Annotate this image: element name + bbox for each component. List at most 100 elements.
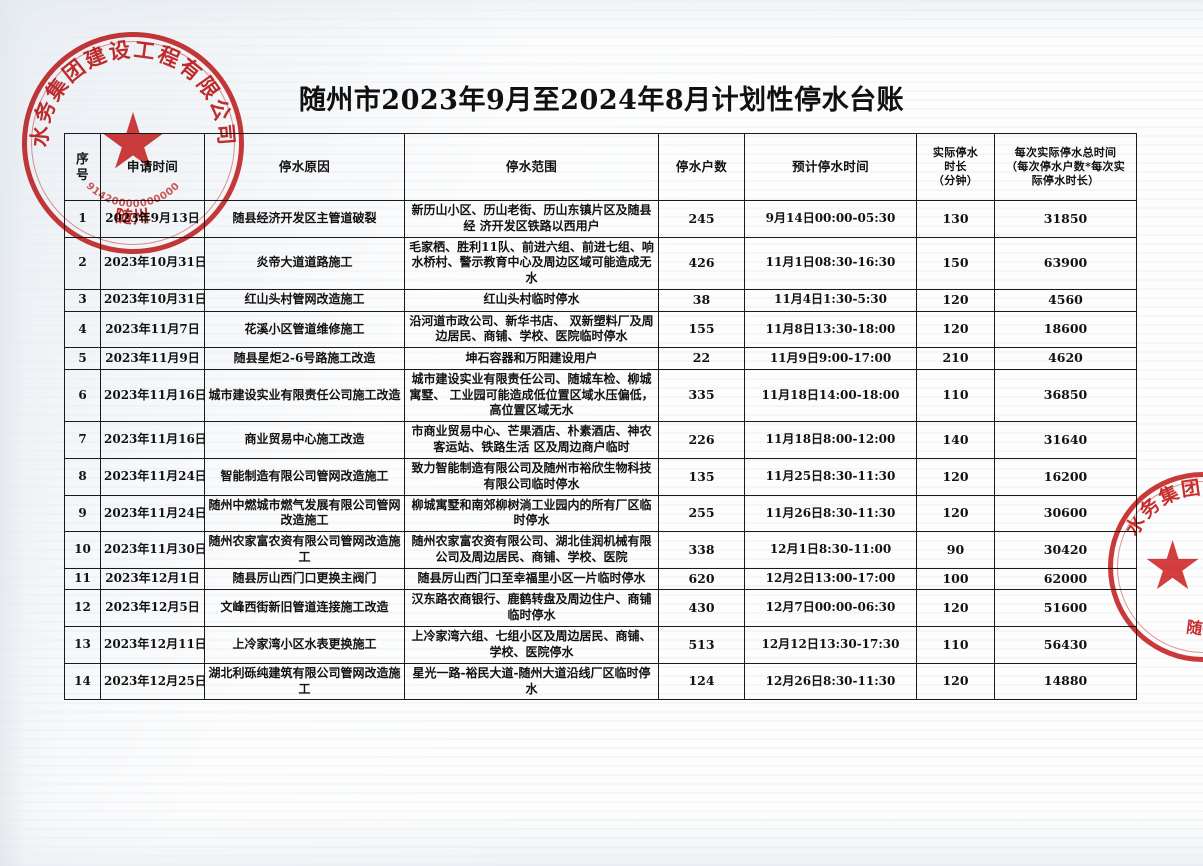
cell-planned-time: 12月12日13:30-17:30: [744, 626, 917, 664]
cell-reason: 上冷家湾小区水表更换施工: [204, 626, 405, 664]
cell-total: 31850: [994, 200, 1137, 238]
cell-index: 9: [64, 494, 101, 533]
cell-apply-time: 2023年11月16日: [100, 368, 207, 423]
cell-total: 51600: [994, 589, 1137, 628]
cell-reason: 花溪小区管道维修施工: [204, 310, 405, 349]
cell-apply-time: 2023年10月31日: [100, 236, 207, 291]
header-households: 停水户数: [658, 133, 745, 201]
header-index-line1: 序: [76, 150, 89, 166]
cell-reason: 智能制造有限公司管网改造施工: [204, 457, 405, 496]
table-body: 1 2023年9月13日 随县经济开发区主管道破裂 新历山小区、历山老街、历山东镇片区…: [64, 200, 1137, 701]
cell-households: 426: [658, 236, 745, 291]
cell-planned-time: 11月18日14:00-18:00: [744, 368, 917, 423]
cell-scope: 随州农家富农资有限公司、湖北佳润机械有限公司及周边居民、商铺、学校、医院: [404, 531, 659, 569]
cell-index: 11: [64, 567, 101, 591]
cell-total: 62000: [994, 567, 1137, 591]
table-row: 10 2023年11月30日 随州农家富农资有限公司管网改造施工 随州农家富农资有限公…: [64, 531, 1137, 569]
cell-duration: 140: [916, 421, 995, 459]
cell-households: 22: [658, 347, 745, 370]
cell-apply-time: 2023年10月31日: [100, 289, 207, 312]
cell-households: 155: [658, 310, 745, 349]
cell-reason: 文峰西街新旧管道连接施工改造: [204, 589, 405, 628]
cell-duration: 120: [916, 310, 995, 349]
cell-duration: 150: [916, 236, 995, 291]
cell-total: 36850: [994, 368, 1137, 423]
cell-index: 1: [64, 200, 101, 238]
cell-index: 4: [64, 310, 101, 349]
cell-planned-time: 12月2日13:00-17:00: [744, 567, 917, 591]
water-outage-ledger-table: 序 号 申请时间 停水原因 停水范围 停水户数 预计停水时间 实际停水 时长 （…: [64, 133, 1137, 701]
cell-apply-time: 2023年11月16日: [100, 421, 207, 459]
cell-duration: 130: [916, 200, 995, 238]
cell-apply-time: 2023年11月24日: [100, 494, 207, 533]
cell-households: 38: [658, 289, 745, 312]
cell-households: 245: [658, 200, 745, 238]
cell-duration: 120: [916, 662, 995, 701]
cell-reason: 红山头村管网改造施工: [204, 289, 405, 312]
cell-planned-time: 11月25日8:30-11:30: [744, 457, 917, 496]
cell-planned-time: 12月1日8:30-11:00: [744, 531, 917, 569]
header-duration: 实际停水 时长 （分钟）: [916, 133, 995, 201]
cell-reason: 商业贸易中心施工改造: [204, 421, 405, 459]
cell-duration: 110: [916, 626, 995, 664]
cell-apply-time: 2023年11月24日: [100, 457, 207, 496]
cell-total: 56430: [994, 626, 1137, 664]
cell-households: 338: [658, 531, 745, 569]
cell-duration: 120: [916, 457, 995, 496]
cell-planned-time: 11月18日8:00-12:00: [744, 421, 917, 459]
cell-reason: 随县厉山西门口更换主阀门: [204, 567, 405, 591]
cell-index: 5: [64, 347, 101, 370]
table-row: 14 2023年12月25日 湖北利砾纯建筑有限公司管网改造施工 星光一路-裕民大道-…: [64, 662, 1137, 701]
table-row: 9 2023年11月24日 随州中燃城市燃气发展有限公司管网改造施工 柳城寓墅和南郊柳…: [64, 494, 1137, 533]
cell-reason: 随县星炬2-6号路施工改造: [204, 347, 405, 370]
cell-apply-time: 2023年11月9日: [100, 347, 205, 370]
page-title: 随州市2023年9月至2024年8月计划性停水台账: [298, 85, 905, 116]
cell-planned-time: 12月26日8:30-11:30: [744, 662, 917, 701]
table-row: 4 2023年11月7日 花溪小区管道维修施工 沿河道市政公司、新华书店、 双新塑料厂…: [64, 310, 1137, 349]
cell-apply-time: 2023年12月1日: [100, 567, 205, 591]
header-total-line1: 每次实际停水总时间: [1014, 146, 1117, 160]
header-index: 序 号: [64, 133, 101, 201]
cell-scope: 随县厉山西门口至幸福里小区一片临时停水: [404, 567, 659, 591]
cell-reason: 随州中燃城市燃气发展有限公司管网改造施工: [204, 494, 405, 533]
cell-total: 18600: [994, 310, 1137, 349]
cell-scope: 上冷家湾六组、七组小区及周边居民、商铺、学校、医院停水: [404, 626, 659, 664]
five-pointed-star-icon: [1146, 540, 1199, 590]
cell-households: 124: [658, 662, 745, 701]
cell-index: 14: [64, 662, 101, 701]
cell-index: 2: [64, 236, 101, 291]
seal-bottom-text: 随州: [1185, 617, 1203, 638]
header-apply-time: 申请时间: [100, 133, 205, 201]
table-row: 13 2023年12月11日 上冷家湾小区水表更换施工 上冷家湾六组、七组小区及周边居…: [64, 626, 1137, 664]
cell-reason: 城市建设实业有限责任公司施工改造: [204, 368, 405, 423]
cell-apply-time: 2023年11月7日: [100, 310, 205, 349]
cell-households: 513: [658, 626, 745, 664]
cell-reason: 随县经济开发区主管道破裂: [204, 200, 405, 238]
table-row: 12 2023年12月5日 文峰西街新旧管道连接施工改造 汉东路农商银行、鹿鹤转盘及周…: [64, 589, 1137, 628]
cell-planned-time: 11月1日08:30-16:30: [744, 236, 917, 291]
cell-apply-time: 2023年9月13日: [100, 200, 205, 238]
cell-households: 335: [658, 368, 745, 423]
table-row: 11 2023年12月1日 随县厉山西门口更换主阀门 随县厉山西门口至幸福里小区一片临…: [64, 567, 1137, 591]
table-row: 2 2023年10月31日 炎帝大道道路施工 毛家栖、胜利11队、前进六组、前进七组、…: [64, 236, 1137, 291]
table-row: 5 2023年11月9日 随县星炬2-6号路施工改造 坤石容器和万阳建设用户 22 11月…: [64, 347, 1137, 370]
cell-total: 4620: [994, 347, 1137, 370]
table-row: 7 2023年11月16日 商业贸易中心施工改造 市商业贸易中心、芒果酒店、朴素酒店、…: [64, 421, 1137, 459]
header-duration-line2: 时长: [944, 160, 967, 174]
table-row: 1 2023年9月13日 随县经济开发区主管道破裂 新历山小区、历山老街、历山东镇片区…: [64, 200, 1137, 238]
cell-households: 430: [658, 589, 745, 628]
header-duration-line1: 实际停水: [932, 146, 979, 160]
header-total-line2: （每次停水户数*每次实: [1005, 160, 1126, 174]
table-header-row: 序 号 申请时间 停水原因 停水范围 停水户数 预计停水时间 实际停水 时长 （…: [64, 133, 1137, 201]
cell-planned-time: 11月8日13:30-18:00: [744, 310, 917, 349]
cell-households: 135: [658, 457, 745, 496]
seal-bottom-text-path: 随州: [1185, 617, 1203, 638]
cell-apply-time: 2023年12月5日: [100, 589, 205, 628]
cell-scope: 坤石容器和万阳建设用户: [404, 347, 659, 370]
cell-total: 16200: [994, 457, 1137, 496]
header-total-line3: 际停水时长）: [1031, 173, 1100, 187]
cell-duration: 210: [916, 347, 995, 370]
header-total-time: 每次实际停水总时间 （每次停水户数*每次实 际停水时长）: [994, 133, 1137, 201]
cell-scope: 市商业贸易中心、芒果酒店、朴素酒店、神农客运站、铁路生活 区及周边商户临时: [404, 421, 659, 459]
table-row: 8 2023年11月24日 智能制造有限公司管网改造施工 致力智能制造有限公司及随州市…: [64, 457, 1137, 496]
